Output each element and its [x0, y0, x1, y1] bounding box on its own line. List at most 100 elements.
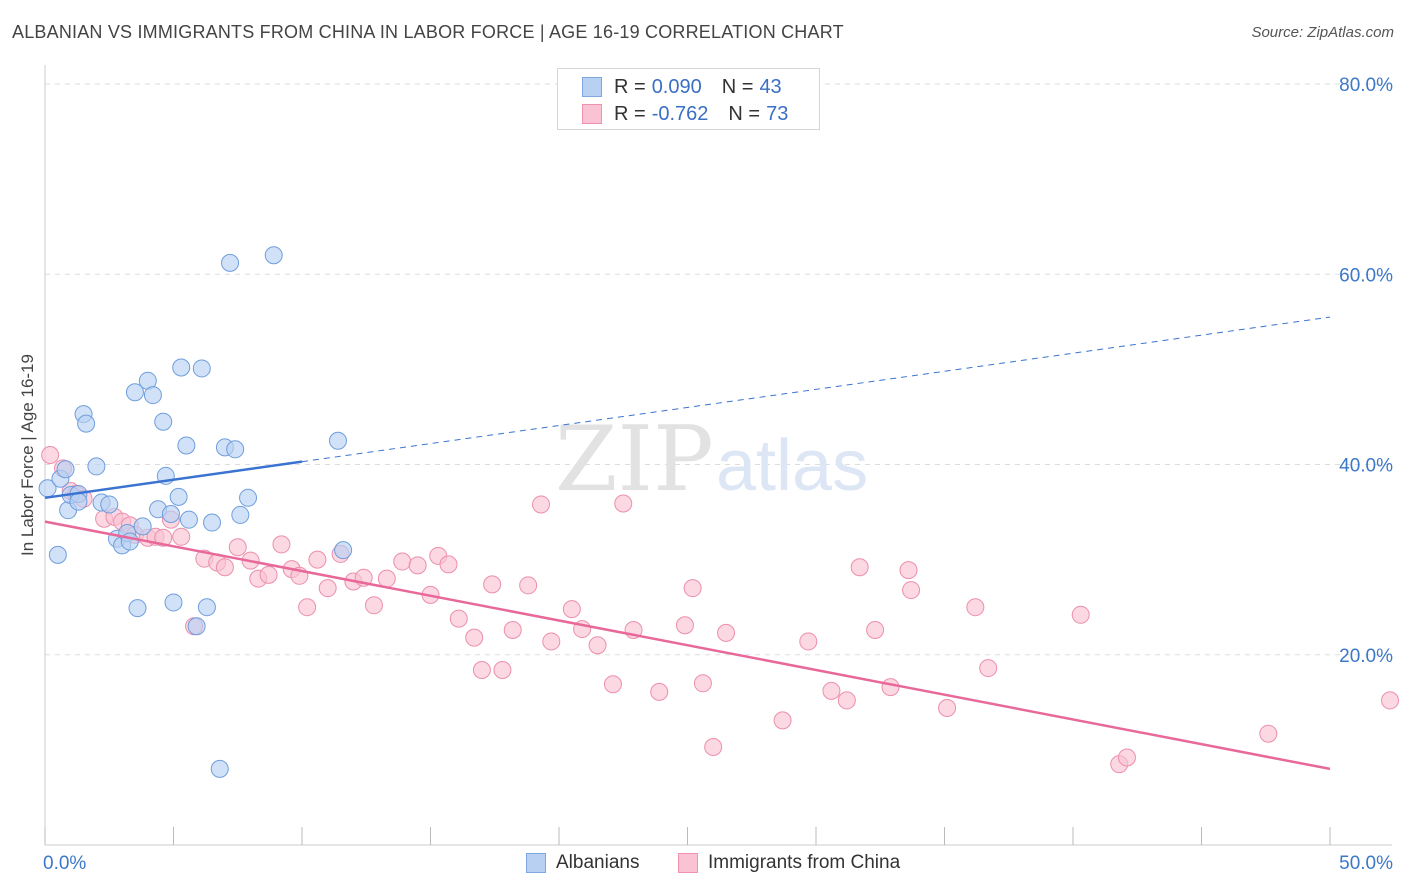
china-point [542, 632, 561, 651]
china-point [773, 711, 792, 730]
china-trend-line [44, 520, 1331, 771]
china-point [704, 738, 723, 757]
china-point [259, 565, 278, 584]
china-point [837, 691, 856, 710]
albanian-point [179, 510, 198, 529]
albanian-point [100, 495, 119, 514]
china-point [693, 674, 712, 693]
legend-n-label: N = [721, 75, 754, 98]
legend-swatch-pink [582, 104, 602, 124]
x-tick-label: 50.0% [1339, 853, 1393, 874]
albanian-point [161, 504, 180, 523]
albanian-point [226, 440, 245, 459]
china-point [493, 660, 512, 679]
legend-r-value: 0.090 [651, 75, 702, 98]
bottom-legend-label: Albanians [556, 852, 640, 873]
albanian-point [239, 488, 258, 507]
china-point [1259, 724, 1278, 743]
albanian-point [172, 358, 191, 377]
china-point [483, 575, 502, 594]
albanian-point [125, 383, 144, 402]
albanian-point [143, 386, 162, 405]
legend-r-label: R = [614, 75, 646, 98]
china-point [1381, 691, 1399, 710]
china-point [503, 621, 522, 640]
china-point [979, 659, 998, 678]
china-point [318, 579, 337, 598]
trend-lines [44, 316, 1331, 771]
china-point [519, 576, 538, 595]
albanian-point [56, 460, 75, 479]
albanian-point [187, 617, 206, 636]
china-point [881, 678, 900, 697]
china-point [866, 621, 885, 640]
albanian-point [264, 246, 283, 265]
albanian-point [231, 505, 250, 524]
albanian-point [87, 457, 106, 476]
china-point [408, 556, 427, 575]
china-point [1071, 605, 1090, 624]
china-point [850, 558, 869, 577]
china-point [472, 660, 491, 679]
y-axis-label: In Labor Force | Age 16-19 [18, 354, 37, 556]
china-point [675, 616, 694, 635]
albanian-point [128, 599, 147, 618]
y-tick-label: 20.0% [1339, 646, 1393, 667]
y-tick-label: 60.0% [1339, 265, 1393, 286]
albanian-point [77, 414, 96, 433]
x-tick-label: 0.0% [43, 853, 86, 874]
china-point [377, 569, 396, 588]
albanian-point [328, 431, 347, 450]
svg-text:ZIP: ZIP [555, 407, 714, 512]
bottom-legend-swatch-pink [678, 853, 698, 873]
legend-row-albanians: R = 0.090 N = 43 [582, 74, 782, 100]
bottom-legend-label: Immigrants from China [708, 852, 901, 873]
china-point [465, 628, 484, 647]
legend-r-label: R = [614, 102, 646, 125]
china-point [393, 552, 412, 571]
series-albanians [38, 246, 353, 778]
china-point [650, 682, 669, 701]
china-point [439, 555, 458, 574]
legend-n-value: 73 [766, 102, 789, 125]
albanian-point [203, 513, 222, 532]
china-point [603, 675, 622, 694]
series-immigrants-from-china [41, 446, 1399, 774]
china-point [41, 446, 60, 464]
albanian-point [169, 487, 188, 506]
china-point [799, 632, 818, 651]
legend-swatch-blue [582, 77, 602, 97]
china-point [683, 579, 702, 598]
y-tick-label: 80.0% [1339, 75, 1393, 96]
legend-row-china: R = -0.762 N = 73 [582, 101, 788, 127]
chart-title: ALBANIAN VS IMMIGRANTS FROM CHINA IN LAB… [12, 22, 844, 42]
albanian-point [48, 545, 67, 564]
bottom-legend-swatch-blue [526, 853, 546, 873]
albanian-point [69, 492, 88, 511]
china-point [902, 581, 921, 600]
legend-n-value: 43 [759, 75, 782, 98]
source-label: Source: ZipAtlas.com [1251, 24, 1394, 41]
correlation-legend: R = 0.090 N = 43 R = -0.762 N = 73 [557, 68, 820, 130]
china-point [228, 538, 247, 557]
bottom-legend-albanians: Albanians [526, 852, 639, 874]
albanian-point [164, 593, 183, 612]
china-point [215, 558, 234, 577]
legend-n-label: N = [728, 102, 761, 125]
tick-labels: 20.0% 40.0% 60.0% 80.0% 0.0% 50.0% [43, 75, 1393, 874]
albanian-point [197, 598, 216, 617]
china-point [1117, 748, 1136, 767]
svg-text:atlas: atlas [716, 426, 868, 506]
china-point [822, 681, 841, 700]
albanian-point [221, 253, 240, 272]
china-point [449, 609, 468, 628]
china-point [308, 550, 327, 569]
legend-r-value: -0.762 [651, 102, 709, 125]
china-point [562, 600, 581, 619]
china-point [272, 535, 291, 554]
bottom-legend-china: Immigrants from China [678, 852, 900, 874]
albanians-trend-line [44, 460, 303, 500]
china-point [172, 527, 191, 546]
albanian-point [210, 759, 229, 778]
